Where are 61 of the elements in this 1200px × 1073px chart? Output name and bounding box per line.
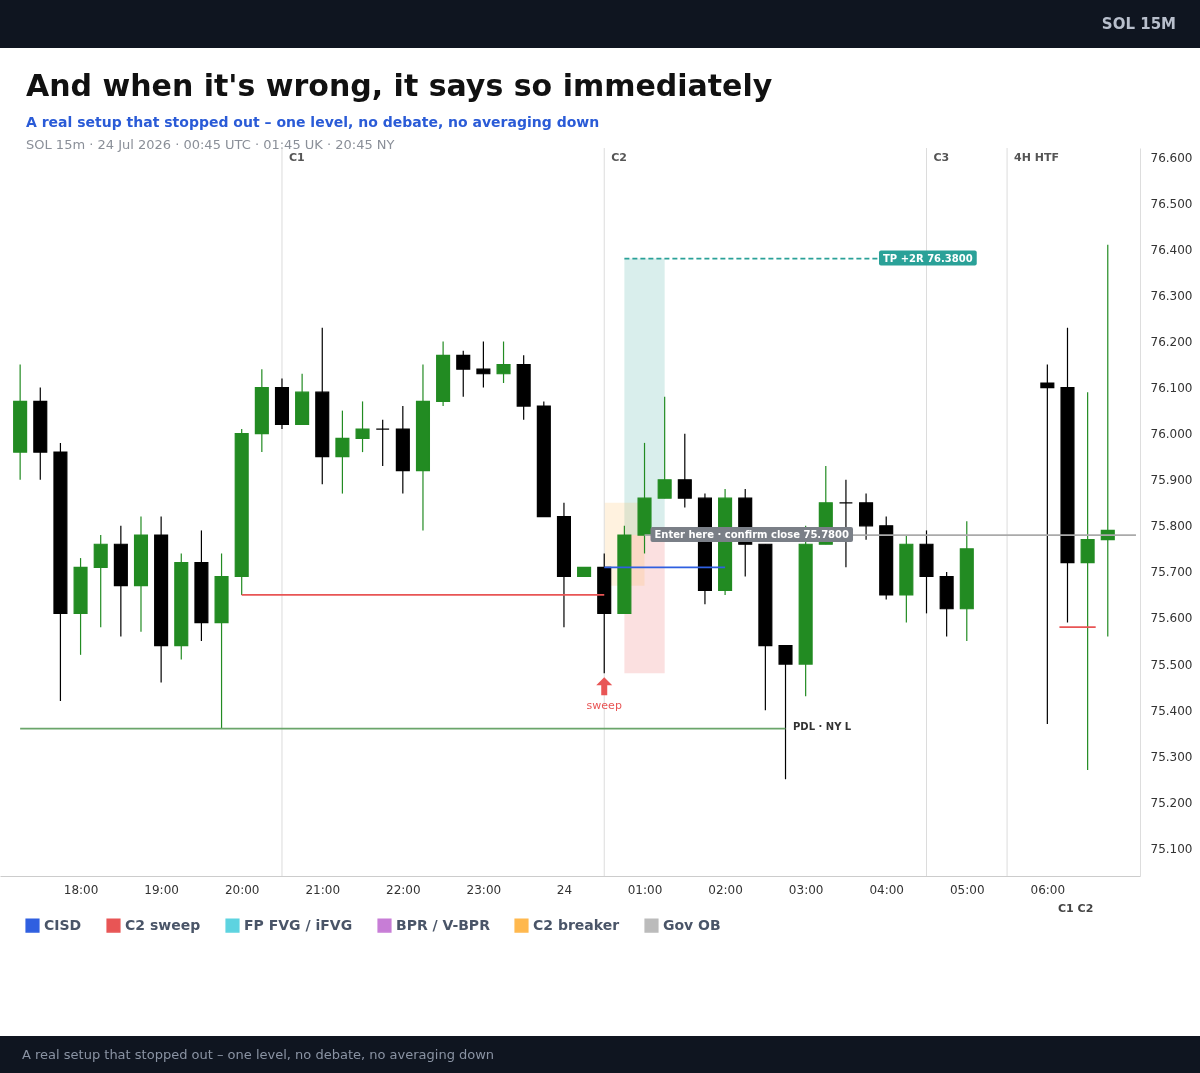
candlestick xyxy=(496,340,511,384)
x-tick-label: 01:00 xyxy=(627,882,663,897)
x-tick-label: 04:00 xyxy=(869,882,905,897)
x-tick-label: 20:00 xyxy=(224,882,260,897)
y-tick-label: 75.700 xyxy=(1150,565,1193,580)
y-tick-label: 75.800 xyxy=(1150,519,1193,534)
annotation: PDL · NY L xyxy=(793,721,852,732)
ref-line-label: C1 xyxy=(288,151,305,164)
candlestick xyxy=(375,419,390,467)
candlestick xyxy=(355,400,370,453)
y-tick-label: 75.600 xyxy=(1150,611,1193,626)
annotation: TP +2R 76.3800 xyxy=(882,252,973,264)
x-tick-label: 18:00 xyxy=(63,882,99,897)
candlestick xyxy=(677,433,692,508)
candlestick xyxy=(1040,363,1055,725)
legend-label: CISD xyxy=(44,916,82,933)
text: C1 C2 xyxy=(1058,902,1094,915)
x-tick-label: 19:00 xyxy=(144,882,179,897)
candlestick xyxy=(657,396,672,499)
y-tick-label: 75.400 xyxy=(1150,703,1193,718)
y-tick-label: 75.900 xyxy=(1150,473,1193,488)
candlestick xyxy=(778,645,793,780)
x-tick-label: 23:00 xyxy=(466,882,502,897)
y-tick-label: 76.300 xyxy=(1150,288,1193,303)
candlestick xyxy=(1080,391,1095,771)
chart-title: And when it's wrong, it says so immediately xyxy=(26,68,773,103)
annotation: SOL 15m · 24 Jul 2026 · 00:45 UTC · 01:45 UK · 20:45 NY xyxy=(26,137,395,152)
y-tick-label: 75.200 xyxy=(1150,795,1193,810)
y-tick-label: 75.300 xyxy=(1150,749,1193,764)
legend-label: C2 sweep xyxy=(125,916,201,933)
candlestick xyxy=(456,350,471,398)
chart-subtitle: A real setup that stopped out – one level, no debate, no averaging down xyxy=(26,114,600,130)
candlestick xyxy=(335,410,350,495)
legend-label: C2 breaker xyxy=(533,916,620,933)
candlestick xyxy=(859,492,874,541)
annotation: sweep xyxy=(586,699,622,713)
x-tick-label: 24 xyxy=(556,882,573,897)
x-tick-label: 05:00 xyxy=(949,882,985,897)
y-tick-label: 76.000 xyxy=(1150,427,1193,442)
legend-label: Gov OB xyxy=(663,916,721,933)
ref-line-label: C3 xyxy=(933,151,950,164)
x-tick-label: 03:00 xyxy=(788,882,824,897)
y-tick-label: 75.500 xyxy=(1150,657,1193,672)
y-tick-label: 76.600 xyxy=(1150,150,1193,165)
x-tick-label: 22:00 xyxy=(386,882,421,897)
y-tick-label: 76.400 xyxy=(1150,242,1193,257)
x-tick-label: 06:00 xyxy=(1030,882,1066,897)
legend-label: FP FVG / iFVG xyxy=(244,916,353,933)
x-tick-label: 21:00 xyxy=(305,882,341,897)
text: SOL 15M xyxy=(1101,15,1176,33)
y-tick-label: 76.100 xyxy=(1150,381,1193,396)
ref-line-label: 4H HTF xyxy=(1014,151,1059,164)
y-tick-label: 76.200 xyxy=(1150,335,1193,350)
candlestick xyxy=(93,534,108,628)
y-tick-label: 75.100 xyxy=(1150,841,1193,856)
y-tick-label: 76.500 xyxy=(1150,196,1193,211)
x-tick-label: 02:00 xyxy=(708,882,743,897)
legend-label: BPR / V-BPR xyxy=(396,916,491,933)
text: A real setup that stopped out – one level, no debate, no averaging down xyxy=(22,1047,495,1062)
ref-line-label: C2 xyxy=(611,151,627,164)
annotation: Enter here · confirm close 75.7800 xyxy=(654,529,850,541)
